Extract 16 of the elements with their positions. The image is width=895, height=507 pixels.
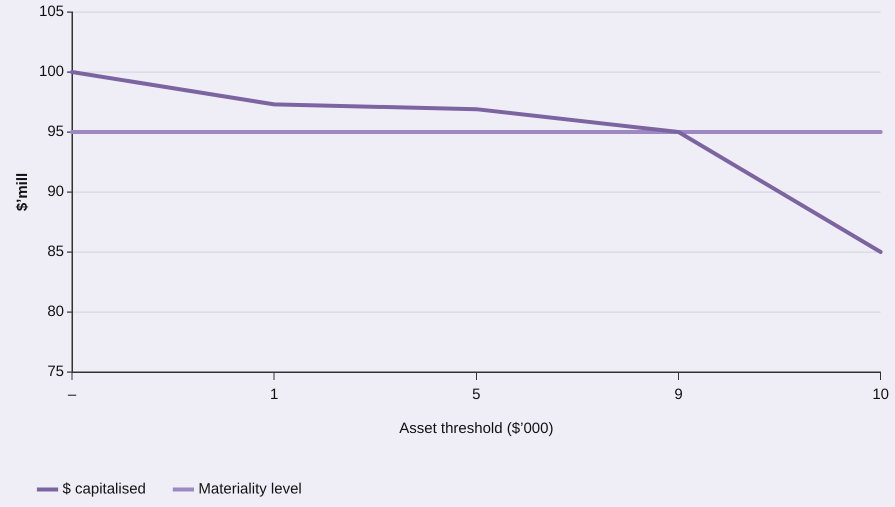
y-tick-label: 75 (47, 363, 64, 380)
y-tick-label: 105 (38, 3, 64, 20)
x-tick-label: 9 (674, 386, 683, 404)
x-tick-label: – (68, 386, 77, 404)
y-axis-title: $’mill (14, 172, 32, 212)
legend-label: Materiality level (198, 480, 302, 498)
y-tick-label: 80 (47, 303, 64, 320)
x-tick-label: 1 (270, 386, 278, 404)
y-tick-label: 95 (47, 123, 64, 140)
y-tick-label: 85 (47, 243, 64, 260)
x-axis-title: Asset threshold ($’000) (399, 420, 554, 438)
x-tick-label: 5 (472, 386, 481, 404)
y-tick-label: 90 (47, 183, 64, 200)
y-tick-label: 100 (38, 63, 64, 80)
x-tick-label: 10 (872, 386, 889, 404)
legend-label: $ capitalised (62, 480, 146, 498)
